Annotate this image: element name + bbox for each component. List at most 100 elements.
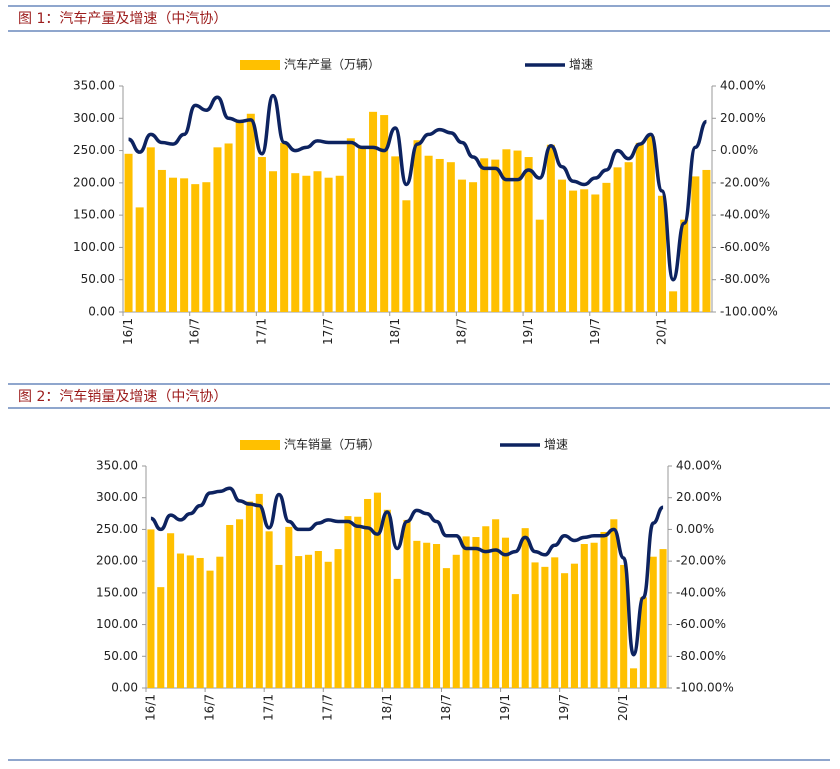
- y2-tick-label: -80.00%: [720, 272, 770, 286]
- bar: [167, 533, 175, 688]
- y2-tick-label: -20.00%: [676, 554, 726, 568]
- y2-tick-label: -80.00%: [676, 649, 726, 663]
- y-tick-label: 300.00: [73, 111, 115, 125]
- bar: [423, 542, 431, 688]
- y-tick-label: 100.00: [96, 617, 138, 631]
- bar: [295, 556, 303, 688]
- bar: [304, 554, 313, 688]
- bar: [224, 143, 233, 312]
- bar: [255, 493, 263, 688]
- bar: [442, 568, 450, 688]
- x-tick-label: 17/1: [254, 318, 268, 345]
- y-tick-label: 0.00: [111, 681, 138, 695]
- bar: [226, 524, 234, 688]
- bar: [657, 195, 666, 312]
- bar: [469, 182, 478, 312]
- bar: [546, 144, 555, 312]
- bar: [380, 115, 389, 312]
- bar: [313, 171, 322, 312]
- y-tick-label: 0.00: [88, 305, 115, 319]
- bar: [235, 120, 244, 313]
- bar: [236, 519, 244, 688]
- bar: [314, 550, 322, 688]
- bar: [531, 562, 539, 688]
- bar: [452, 554, 460, 688]
- bar: [433, 544, 441, 688]
- bar: [344, 516, 352, 688]
- y-tick-label: 150.00: [73, 208, 115, 222]
- bar: [176, 553, 185, 688]
- bar: [602, 182, 611, 312]
- bar: [403, 519, 411, 688]
- legend-label: 增速: [544, 438, 568, 452]
- bar: [383, 509, 391, 688]
- bar: [524, 157, 533, 312]
- bar: [334, 549, 342, 688]
- bar: [402, 200, 411, 312]
- bar: [146, 147, 155, 312]
- bar: [196, 557, 204, 688]
- y2-tick-label: -40.00%: [676, 585, 726, 599]
- x-tick-label: 20/1: [616, 694, 630, 721]
- bar: [265, 531, 273, 688]
- bar: [157, 169, 166, 312]
- y2-tick-label: -40.00%: [720, 208, 770, 222]
- bar: [535, 219, 544, 312]
- bar: [373, 492, 381, 688]
- y2-tick-label: 40.00%: [676, 459, 722, 473]
- x-tick-label: 18/7: [439, 694, 453, 721]
- bar: [147, 529, 155, 688]
- bar: [186, 555, 194, 688]
- x-tick-label: 17/7: [321, 694, 335, 721]
- bar: [191, 184, 200, 312]
- legend-label: 汽车产量（万辆）: [284, 57, 380, 72]
- legend-swatch: [240, 440, 280, 450]
- y2-tick-label: -60.00%: [676, 617, 726, 631]
- y2-tick-label: -60.00%: [720, 240, 770, 254]
- bar: [213, 147, 222, 312]
- x-tick-label: 19/7: [588, 318, 602, 345]
- bar: [457, 179, 466, 312]
- bar: [124, 153, 133, 312]
- bar: [570, 563, 578, 688]
- y2-tick-label: 40.00%: [720, 79, 766, 93]
- bar: [492, 519, 500, 688]
- bar: [521, 528, 529, 688]
- bar: [590, 542, 598, 688]
- bar: [413, 540, 421, 688]
- bar: [285, 526, 293, 688]
- bar: [541, 566, 549, 688]
- bar: [702, 169, 711, 312]
- x-tick-label: 18/1: [388, 318, 402, 345]
- bar: [346, 138, 355, 312]
- bar: [620, 564, 628, 688]
- x-tick-label: 16/7: [203, 694, 217, 721]
- bar: [629, 668, 638, 688]
- bar: [324, 561, 332, 688]
- bar: [393, 578, 401, 688]
- bar: [591, 194, 600, 312]
- bar: [580, 189, 589, 312]
- y-tick-label: 150.00: [96, 585, 138, 599]
- y-tick-label: 350.00: [73, 79, 115, 93]
- bar: [180, 178, 189, 312]
- bar: [369, 111, 378, 312]
- y-tick-label: 50.00: [81, 272, 115, 286]
- bar: [216, 556, 224, 688]
- bar: [557, 179, 566, 312]
- bar: [206, 570, 214, 688]
- bar: [391, 156, 400, 312]
- y2-tick-label: 20.00%: [676, 490, 722, 504]
- bar: [610, 519, 618, 688]
- bar: [364, 498, 372, 688]
- bar: [491, 159, 500, 312]
- bar: [600, 531, 608, 688]
- bar: [291, 173, 300, 312]
- bar: [561, 573, 569, 688]
- y-tick-label: 50.00: [104, 649, 138, 663]
- y-tick-label: 200.00: [96, 554, 138, 568]
- y-tick-label: 100.00: [73, 240, 115, 254]
- bar: [680, 219, 689, 312]
- bar: [502, 149, 511, 312]
- bar: [275, 564, 283, 688]
